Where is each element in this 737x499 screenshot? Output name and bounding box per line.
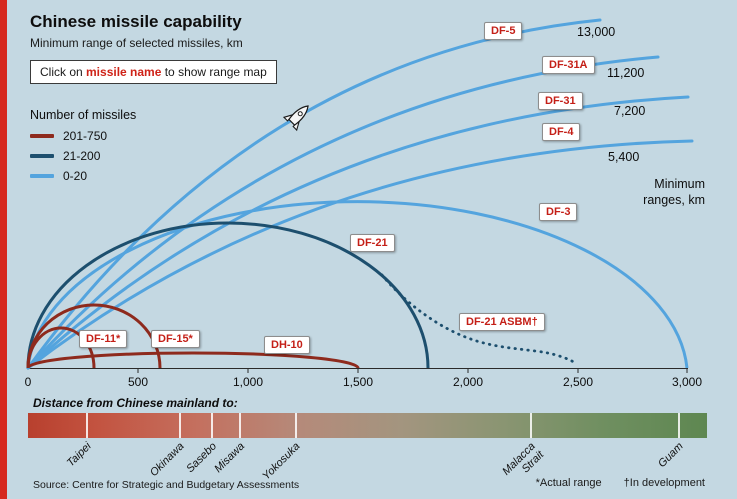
click-instruction-suffix: to show range map <box>161 65 267 79</box>
x-tick-label-2000: 2,000 <box>452 375 484 389</box>
range-callout-11200: 11,200 <box>607 66 645 80</box>
distance-tick-misawa <box>239 413 241 438</box>
arc-df-3 <box>26 200 689 369</box>
distance-tick-taipei <box>86 413 88 438</box>
x-tick-label-1500: 1,500 <box>342 375 374 389</box>
accent-strip <box>0 0 7 499</box>
rocket-icon <box>282 105 309 132</box>
missile-label-df-3[interactable]: DF-3 <box>539 203 578 221</box>
footnote-actual-range: *Actual range <box>535 477 602 489</box>
x-tick-label-500: 500 <box>127 375 149 389</box>
footnote-in-development: †In development <box>623 477 705 489</box>
distance-tick-guam <box>678 413 680 438</box>
x-axis-ticks <box>137 369 688 373</box>
legend-title: Number of missiles <box>30 108 137 122</box>
missile-label-df-15[interactable]: DF-15* <box>151 330 200 348</box>
legend-item-label: 0-20 <box>63 169 88 183</box>
legend-swatch-light-blue <box>30 174 54 178</box>
missile-label-df-5[interactable]: DF-5 <box>484 22 523 40</box>
range-callout-13000: 13,000 <box>577 25 616 39</box>
arc-df-21-asbm-dotted <box>380 273 579 366</box>
legend-item-21-200: 21-200 <box>30 149 136 163</box>
missile-name-highlight: missile name <box>86 65 162 79</box>
click-instruction-prefix: Click on <box>40 65 87 79</box>
distance-tick-malacca <box>530 413 532 438</box>
missile-label-df-31[interactable]: DF-31 <box>538 92 583 110</box>
distance-tick-yokosuka <box>295 413 297 438</box>
legend-item-0-20: 0-20 <box>30 169 136 183</box>
chart-title: Chinese missile capability <box>30 12 242 31</box>
legend-item-label: 201-750 <box>63 129 108 143</box>
legend-swatch-dark-red <box>30 134 54 138</box>
distance-tick-sasebo <box>211 413 213 438</box>
source-credit: Source: Centre for Strategic and Budgeta… <box>33 479 300 491</box>
missile-label-df-4[interactable]: DF-4 <box>542 123 581 141</box>
missile-label-df-11[interactable]: DF-11* <box>79 330 128 348</box>
x-tick-label-2500: 2,500 <box>562 375 594 389</box>
missile-label-df-21-asbm[interactable]: DF-21 ASBM† <box>459 313 545 331</box>
arc-df-21 <box>26 221 430 369</box>
legend-swatch-dark-blue <box>30 154 54 158</box>
distance-gradient-bar <box>28 413 707 438</box>
distance-tick-okinawa <box>179 413 181 438</box>
legend-item-label: 21-200 <box>63 149 101 163</box>
x-tick-label-3000: 3,000 <box>671 375 703 389</box>
chart-subtitle: Minimum range of selected missiles, km <box>30 36 243 50</box>
range-callout-5400: 5,400 <box>608 150 640 164</box>
arc-dh-10 <box>26 351 360 369</box>
legend: Number of missiles 201-750 21-200 0-20 <box>30 108 136 189</box>
missile-label-dh-10[interactable]: DH-10 <box>264 336 310 354</box>
missile-label-df-31a[interactable]: DF-31A <box>542 56 595 74</box>
x-tick-label-1000: 1,000 <box>232 375 264 389</box>
footnotes: *Actual range †In development <box>536 477 705 489</box>
distance-scale-label: Distance from Chinese mainland to: <box>33 396 238 410</box>
x-tick-label-0: 0 <box>24 375 32 389</box>
missile-label-df-21[interactable]: DF-21 <box>350 234 395 252</box>
range-axis-note: Minimum ranges, km <box>643 177 705 207</box>
click-instruction: Click on missile name to show range map <box>30 60 277 84</box>
range-callout-7200: 7,200 <box>614 104 646 118</box>
legend-item-201-750: 201-750 <box>30 129 136 143</box>
